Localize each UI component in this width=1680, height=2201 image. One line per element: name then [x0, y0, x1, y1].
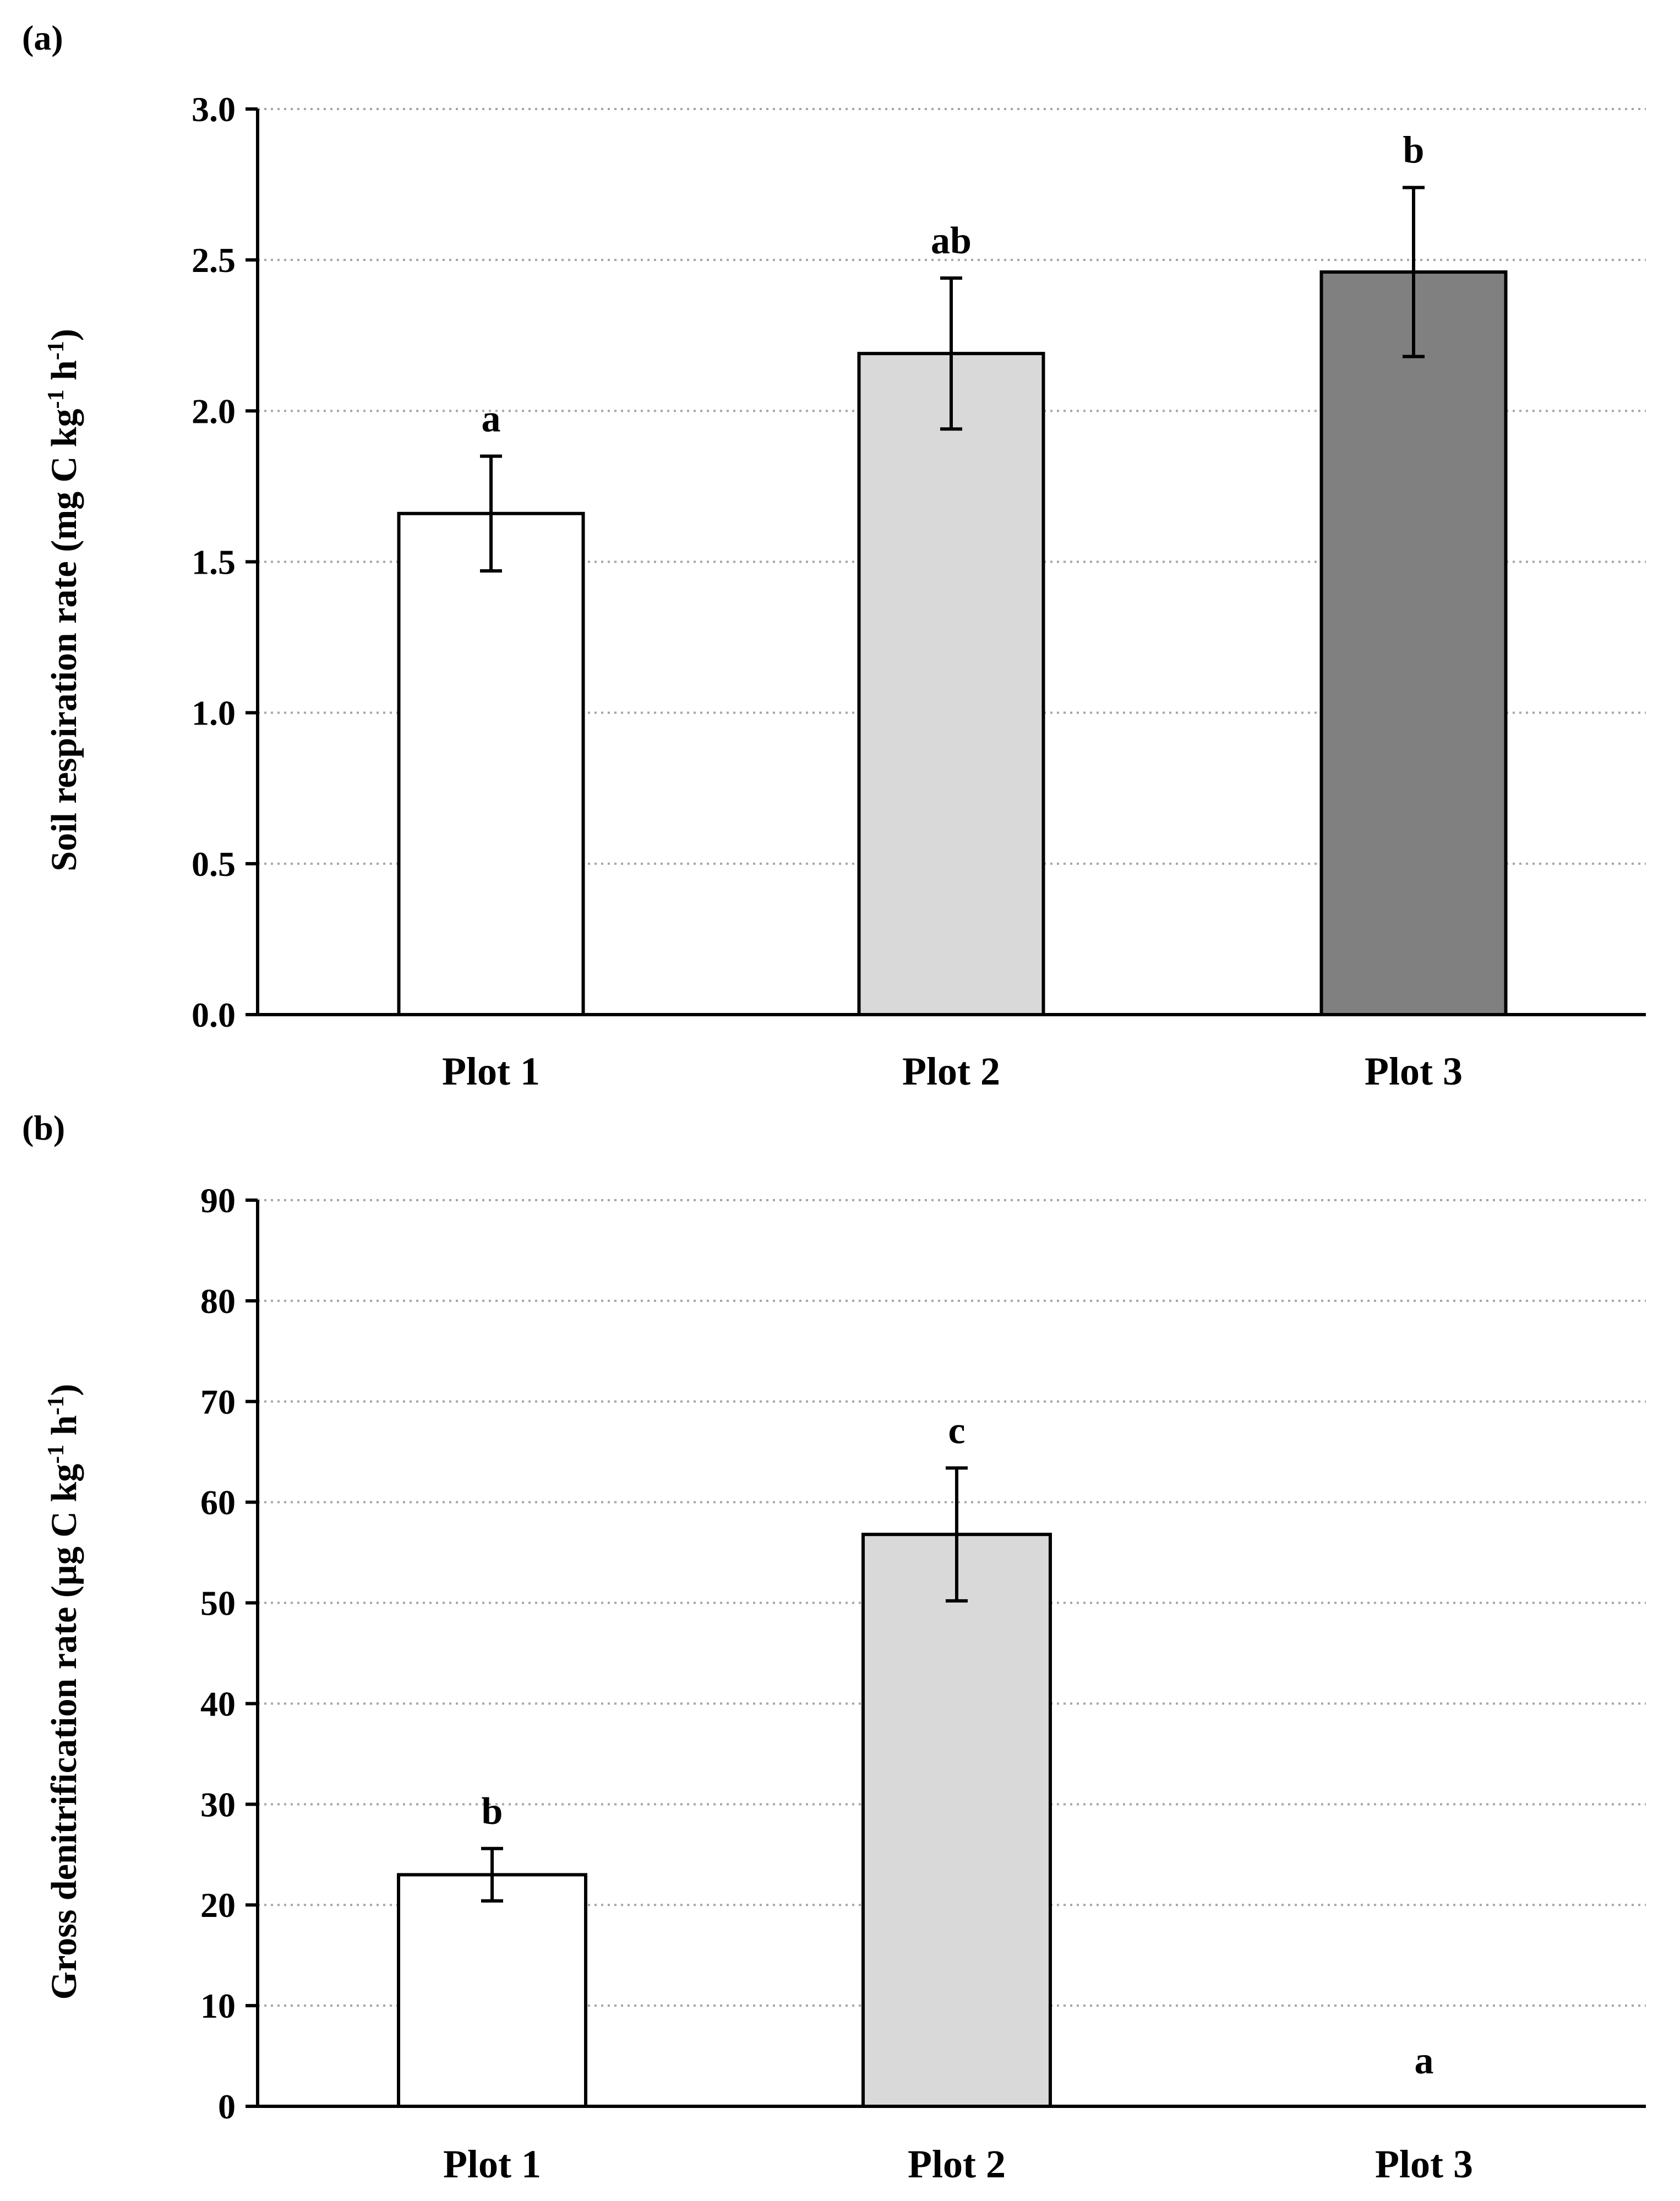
y-tick-label: 50 [200, 1584, 236, 1623]
panel-label-b: (b) [22, 1108, 65, 1147]
panel-b: (b) 0 10 20 30 40 50 60 70 80 90 b Plot 1 c Plot 2 a Pl… [22, 1108, 1646, 2186]
bar [1319, 270, 1508, 1017]
y-tick-label: 2.5 [192, 241, 236, 280]
bars [397, 186, 1508, 1017]
y-tick-label: 1.0 [192, 694, 236, 733]
y-tick-label: 90 [200, 1181, 236, 1220]
y-tick-label: 0.5 [192, 845, 236, 884]
y-tick-label: 70 [200, 1382, 236, 1421]
significance-label: b [1403, 129, 1425, 172]
x-tick-label: Plot 3 [1375, 2142, 1473, 2186]
bars [397, 1466, 1052, 2108]
y-tick-label: 40 [200, 1684, 236, 1723]
significance-label: a [482, 398, 501, 440]
y-tick-label: 2.0 [192, 391, 236, 431]
significance-label: b [482, 1790, 503, 1833]
y-tick-label: 20 [200, 1886, 236, 1925]
x-tick-label: Plot 2 [908, 2142, 1006, 2186]
y-tick-label: 30 [200, 1785, 236, 1824]
labels: 0 10 20 30 40 50 60 70 80 90 b Plot 1 c Plot 2 a Plot 3 [200, 1181, 1473, 2186]
bar [397, 1873, 587, 2108]
x-tick-label: Plot 3 [1365, 1049, 1463, 1093]
labels: 0.0 0.5 1.0 1.5 2.0 2.5 3.0 a Plot 1 ab Plot 2 b Plo… [192, 90, 1463, 1093]
panel-a: (a) 0.0 0.5 1.0 1.5 2.0 2.5 3.0 a Plot 1 ab Plot 2… [22, 18, 1646, 1093]
y-tick-label: 80 [200, 1282, 236, 1321]
y-tick-label: 0.0 [192, 995, 236, 1034]
axes [246, 107, 1646, 1016]
axes [246, 1198, 1646, 2108]
panel-label-a: (a) [22, 18, 63, 57]
bar [397, 511, 585, 1016]
y-tick-label: 1.5 [192, 543, 236, 582]
y-axis-title: Gross denitrification rate (µg C kg-1 h-… [43, 1384, 84, 2000]
y-tick-label: 60 [200, 1483, 236, 1522]
y-axis-title: Soil respiration rate (mg C kg-1 h-1) [43, 329, 84, 871]
y-tick-label: 10 [200, 1986, 236, 2025]
significance-label: c [948, 1409, 965, 1452]
bar [857, 352, 1045, 1016]
y-tick-label: 3.0 [192, 90, 236, 129]
x-tick-label: Plot 1 [443, 2142, 541, 2186]
bar [861, 1533, 1052, 2108]
x-tick-label: Plot 1 [442, 1049, 540, 1093]
significance-label: ab [931, 220, 972, 262]
x-tick-label: Plot 2 [902, 1049, 1000, 1093]
y-tick-label: 0 [218, 2087, 236, 2126]
significance-label: a [1415, 2040, 1434, 2082]
